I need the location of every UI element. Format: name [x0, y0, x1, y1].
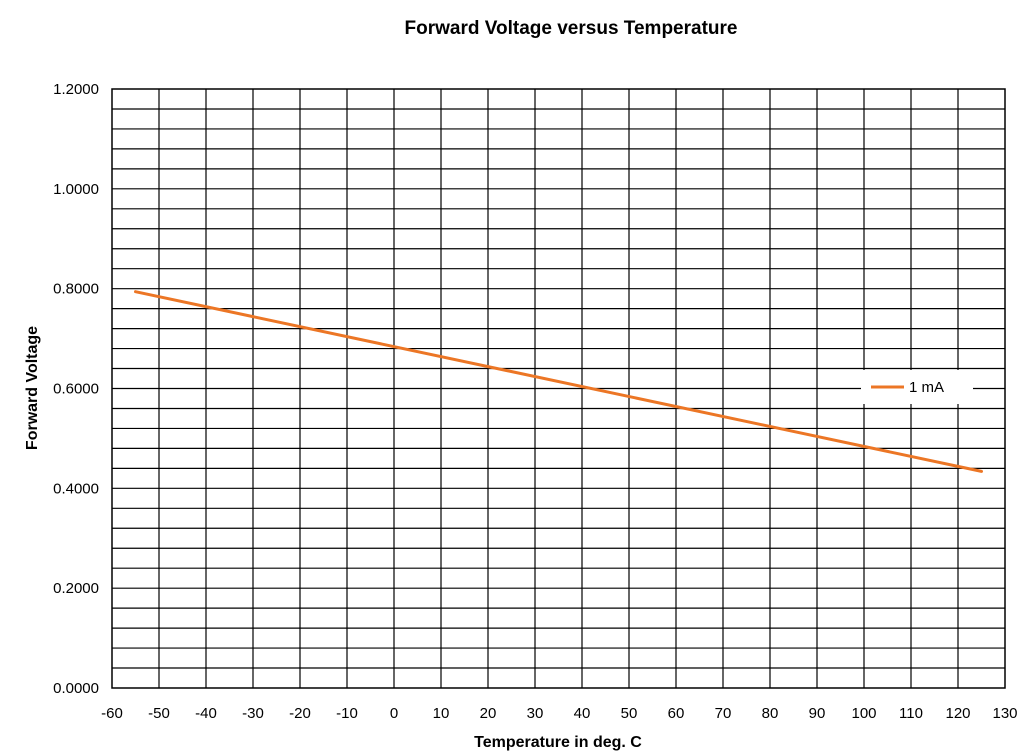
x-tick-label: 70: [715, 705, 732, 722]
y-axis-title: Forward Voltage: [24, 326, 41, 450]
x-tick-label: -10: [336, 705, 358, 722]
x-tick-label: -20: [289, 705, 311, 722]
y-tick-label: 0.6000: [53, 381, 99, 398]
x-axis-title: Temperature in deg. C: [474, 734, 642, 751]
y-tick-label: 1.0000: [53, 181, 99, 198]
series-line-1ma: [134, 290, 983, 473]
legend-label-1ma: 1 mA: [909, 379, 944, 396]
x-tick-label: 40: [574, 705, 591, 722]
x-tick-label: 10: [433, 705, 450, 722]
x-tick-label: -30: [242, 705, 264, 722]
x-tick-label: 0: [390, 705, 398, 722]
chart-title: Forward Voltage versus Temperature: [405, 18, 738, 39]
x-tick-label: -50: [148, 705, 170, 722]
y-tick-label: 1.2000: [53, 81, 99, 98]
series-layer: [134, 290, 983, 473]
x-tick-label: -40: [195, 705, 217, 722]
plot-frame: [111, 88, 1006, 689]
x-tick-label: -60: [101, 705, 123, 722]
x-tick-label: 100: [851, 705, 876, 722]
x-tick-label: 30: [527, 705, 544, 722]
y-tick-label: 0.8000: [53, 281, 99, 298]
legend: 1 mA: [861, 370, 973, 404]
x-tick-labels: -60 -50 -40 -30 -20 -10 0 10 20 30 40 50 60 70 80 90 100…: [101, 705, 1017, 722]
y-tick-label: 0.0000: [53, 680, 99, 697]
x-tick-label: 20: [480, 705, 497, 722]
x-tick-label: 60: [668, 705, 685, 722]
y-tick-label: 0.4000: [53, 480, 99, 497]
x-tick-label: 120: [945, 705, 970, 722]
x-tick-label: 130: [992, 705, 1017, 722]
x-tick-label: 90: [809, 705, 826, 722]
grid: [112, 89, 1005, 688]
y-tick-labels: 0.0000 0.2000 0.4000 0.6000 0.8000 1.0000 1.20…: [53, 81, 99, 697]
x-tick-label: 50: [621, 705, 638, 722]
x-tick-label: 110: [899, 705, 923, 722]
y-tick-label: 0.2000: [53, 580, 99, 597]
x-tick-label: 80: [762, 705, 779, 722]
